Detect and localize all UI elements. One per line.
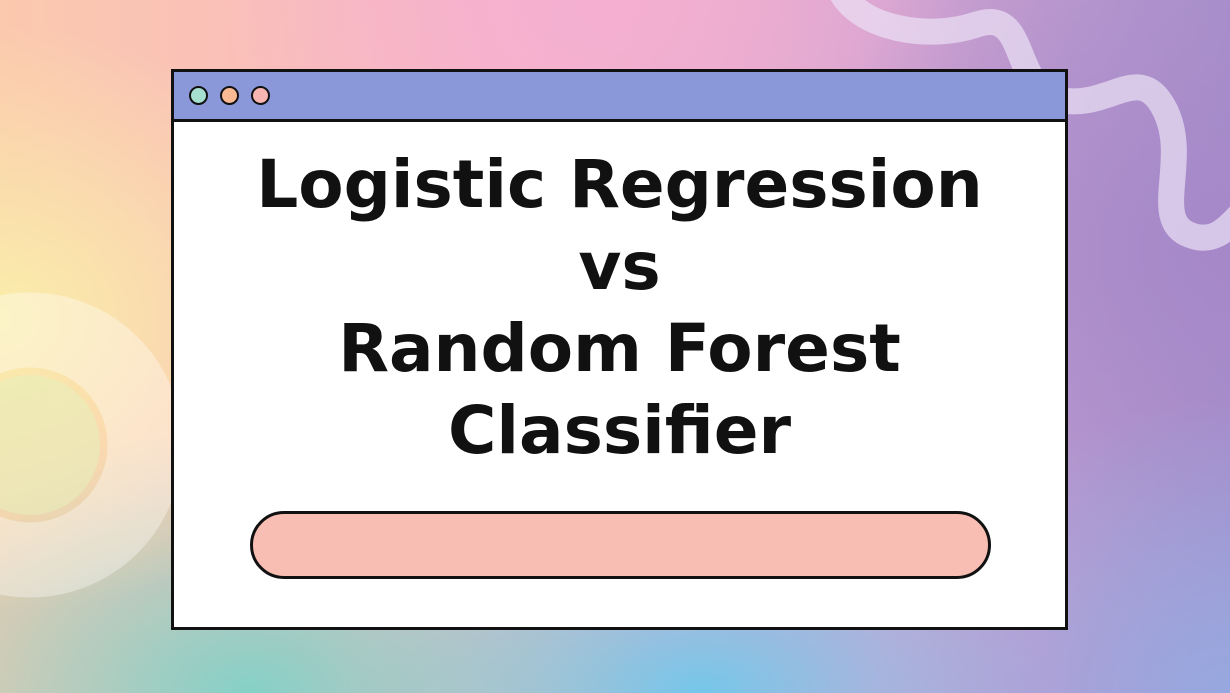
decor-disc bbox=[0, 375, 100, 515]
decor-ring bbox=[0, 292, 183, 598]
title-line-4: Classifier bbox=[447, 392, 792, 469]
title-line-2: vs bbox=[578, 228, 661, 305]
maximize-dot[interactable] bbox=[251, 86, 270, 105]
decor-squiggle bbox=[830, 0, 1230, 251]
close-dot[interactable] bbox=[189, 86, 208, 105]
title-line-1: Logistic Regression bbox=[256, 146, 983, 223]
page-title: Logistic Regression vs Random Forest Cla… bbox=[174, 144, 1065, 472]
progress-bar bbox=[250, 511, 991, 579]
app-window: Logistic Regression vs Random Forest Cla… bbox=[171, 69, 1068, 630]
minimize-dot[interactable] bbox=[220, 86, 239, 105]
title-line-3: Random Forest bbox=[338, 310, 901, 387]
window-titlebar bbox=[174, 72, 1065, 122]
